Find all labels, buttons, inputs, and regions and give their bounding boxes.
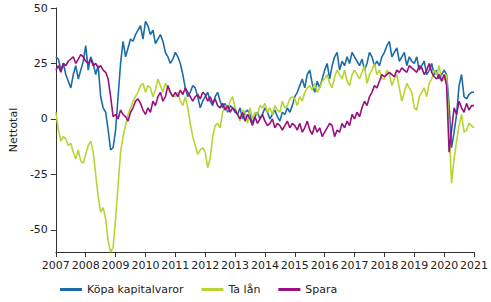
svg-text:Spara: Spara [305,283,337,296]
svg-text:2013: 2013 [221,259,249,272]
svg-text:2015: 2015 [281,259,309,272]
svg-text:2012: 2012 [191,259,219,272]
svg-text:2020: 2020 [430,259,458,272]
svg-text:50: 50 [34,2,48,15]
svg-text:2019: 2019 [400,259,428,272]
svg-text:Ta lån: Ta lån [227,283,260,296]
svg-text:2010: 2010 [131,259,159,272]
svg-text:Köpa kapitalvaror: Köpa kapitalvaror [87,283,184,296]
svg-text:Nettotal: Nettotal [7,108,20,152]
svg-text:2008: 2008 [72,259,100,272]
svg-text:2011: 2011 [161,259,189,272]
svg-text:25: 25 [34,57,48,70]
svg-text:-50: -50 [30,223,48,236]
svg-text:-25: -25 [30,168,48,181]
svg-text:2009: 2009 [102,259,130,272]
svg-text:2017: 2017 [341,259,369,272]
svg-text:2014: 2014 [251,259,279,272]
svg-text:2016: 2016 [311,259,339,272]
svg-text:2018: 2018 [370,259,398,272]
svg-text:2007: 2007 [42,259,70,272]
svg-text:0: 0 [41,112,48,125]
svg-text:2021: 2021 [460,259,488,272]
